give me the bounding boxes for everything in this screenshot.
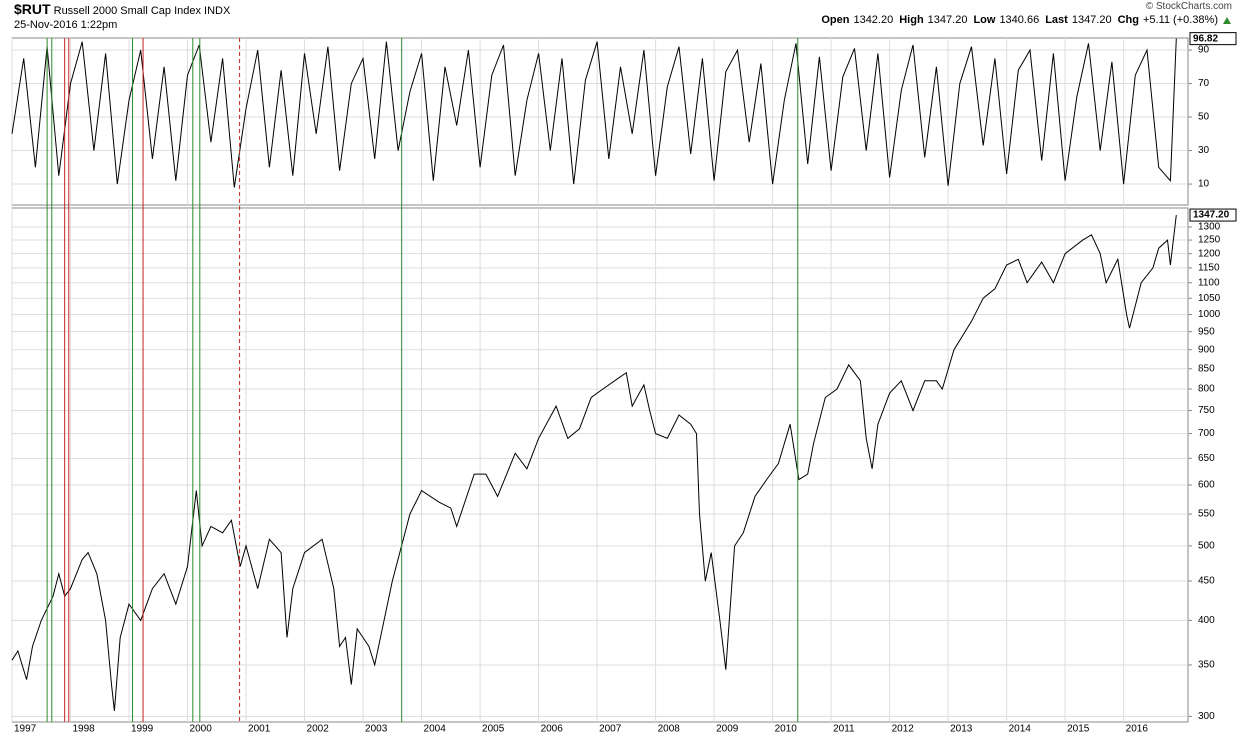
x-tick-label: 2015 (1067, 724, 1090, 735)
x-tick-label: 2016 (1126, 724, 1149, 735)
quote: Open 1342.20 High 1347.20 Low 1340.66 Last 1347… (815, 14, 1218, 26)
y-tick-label: 1100 (1198, 277, 1220, 288)
x-tick-label: 2001 (248, 724, 271, 735)
y-tick-label: 800 (1198, 384, 1215, 395)
x-tick-label: 2004 (424, 724, 447, 735)
quote-value: 1347.20 (1071, 14, 1112, 26)
up-arrow (1223, 17, 1231, 24)
x-tick-label: 2000 (190, 724, 213, 735)
price-line (11, 215, 1177, 711)
exchange: INDX (204, 5, 231, 17)
x-tick-label: 2014 (1009, 724, 1032, 735)
y-tick-label: 1200 (1198, 248, 1221, 259)
y-tick-label: 600 (1198, 480, 1215, 491)
y-tick-label: 550 (1198, 509, 1215, 520)
x-tick-label: 2007 (599, 724, 622, 735)
last-value-box (1189, 32, 1237, 46)
panel-border (11, 37, 1189, 206)
symbol: $RUT (14, 1, 51, 17)
source: © StockCharts.com (1145, 1, 1232, 12)
last-value-box (1189, 208, 1237, 222)
y-tick-label: 10 (1198, 179, 1210, 190)
quote-value: +5.11 (+0.38%) (1142, 14, 1218, 26)
y-tick-label: 70 (1198, 78, 1210, 89)
quote-label: High (899, 14, 924, 26)
y-tick-label: 1000 (1198, 309, 1221, 320)
panel-border (11, 207, 1189, 723)
quote-value: 1347.20 (927, 14, 968, 26)
y-tick-label: 1300 (1198, 222, 1221, 233)
y-tick-label: 400 (1198, 615, 1215, 626)
x-tick-label: 2011 (833, 724, 855, 735)
x-tick-label: 1997 (14, 724, 37, 735)
quote-label: Chg (1117, 14, 1139, 26)
y-tick-label: 1050 (1198, 293, 1221, 304)
x-tick-label: 2002 (307, 724, 330, 735)
y-tick-label: 300 (1198, 711, 1215, 722)
quote-label: Open (821, 14, 850, 26)
last-value-label: 1347.20 (1193, 210, 1230, 221)
y-tick-label: 350 (1198, 660, 1215, 671)
y-tick-label: 700 (1198, 428, 1215, 439)
x-tick-label: 2008 (658, 724, 681, 735)
y-tick-label: 1250 (1198, 235, 1221, 246)
y-tick-label: 450 (1198, 576, 1215, 587)
y-tick-label: 50 (1198, 112, 1210, 123)
x-tick-label: 2010 (775, 724, 798, 735)
y-tick-label: 90 (1198, 45, 1210, 56)
last-value-label: 96.82 (1193, 33, 1218, 44)
quote-value: 1342.20 (853, 14, 894, 26)
y-tick-label: 650 (1198, 453, 1215, 464)
x-tick-label: 2006 (541, 724, 564, 735)
y-tick-label: 1150 (1198, 263, 1220, 274)
y-tick-label: 30 (1198, 145, 1210, 156)
quote-label: Last (1045, 14, 1068, 26)
quote-value: 1340.66 (999, 14, 1040, 26)
y-tick-label: 950 (1198, 326, 1215, 337)
x-tick-label: 1999 (131, 724, 154, 735)
x-tick-label: 2003 (365, 724, 388, 735)
x-tick-label: 2012 (892, 724, 915, 735)
quote-label: Low (973, 14, 996, 26)
date: 25-Nov-2016 1:22pm (14, 19, 118, 31)
index-name: Russell 2000 Small Cap Index (53, 5, 201, 17)
y-tick-label: 900 (1198, 344, 1215, 355)
x-tick-label: 2009 (716, 724, 739, 735)
y-tick-label: 850 (1198, 363, 1215, 374)
y-tick-label: 500 (1198, 541, 1215, 552)
price-line (11, 38, 1177, 188)
x-tick-label: 2005 (482, 724, 505, 735)
header: $RUT Russell 2000 Small Cap Index INDX 2… (14, 2, 230, 32)
x-tick-label: 2013 (950, 724, 973, 735)
x-tick-label: 1998 (73, 724, 96, 735)
y-tick-label: 750 (1198, 405, 1215, 416)
